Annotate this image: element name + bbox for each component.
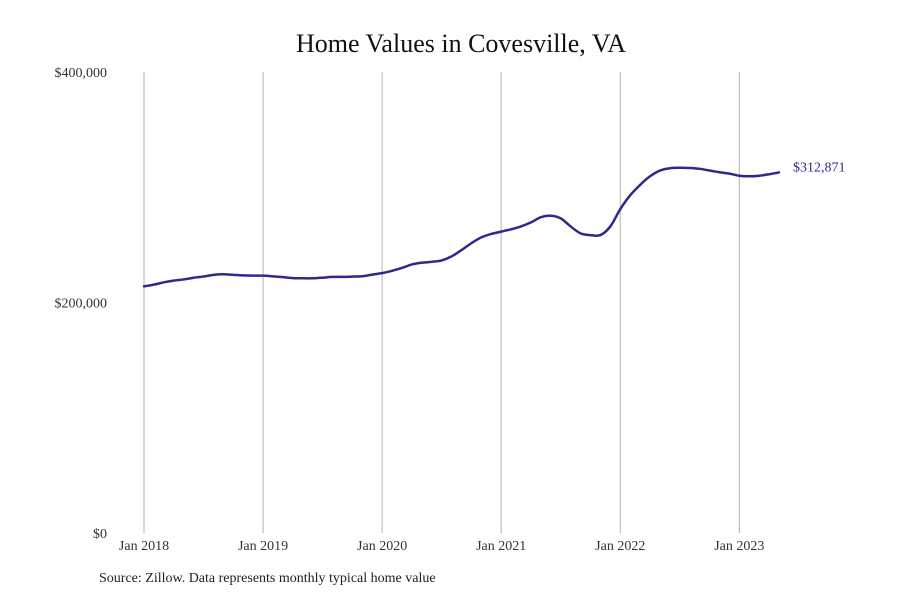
x-axis: Jan 2018 Jan 2019 Jan 2020 Jan 2021 Jan 2022… (119, 539, 764, 554)
home-value-line (142, 166, 781, 288)
source-note: Source: Zillow. Data represents monthly … (99, 571, 436, 586)
y-tick-label: $0 (93, 527, 107, 542)
chart-title: Home Values in Covesville, VA (296, 29, 626, 58)
vertical-gridlines (143, 72, 740, 533)
y-axis: $0 $200,000 $400,000 (55, 66, 108, 542)
x-tick-label: Jan 2021 (476, 539, 526, 554)
x-tick-label: Jan 2018 (119, 539, 169, 554)
y-tick-label: $400,000 (55, 66, 108, 81)
x-tick-label: Jan 2023 (714, 539, 764, 554)
x-tick-label: Jan 2019 (238, 539, 288, 554)
x-tick-label: Jan 2020 (357, 539, 407, 554)
y-tick-label: $200,000 (55, 297, 108, 312)
x-tick-label: Jan 2022 (595, 539, 645, 554)
end-value-label: $312,871 (793, 160, 846, 175)
